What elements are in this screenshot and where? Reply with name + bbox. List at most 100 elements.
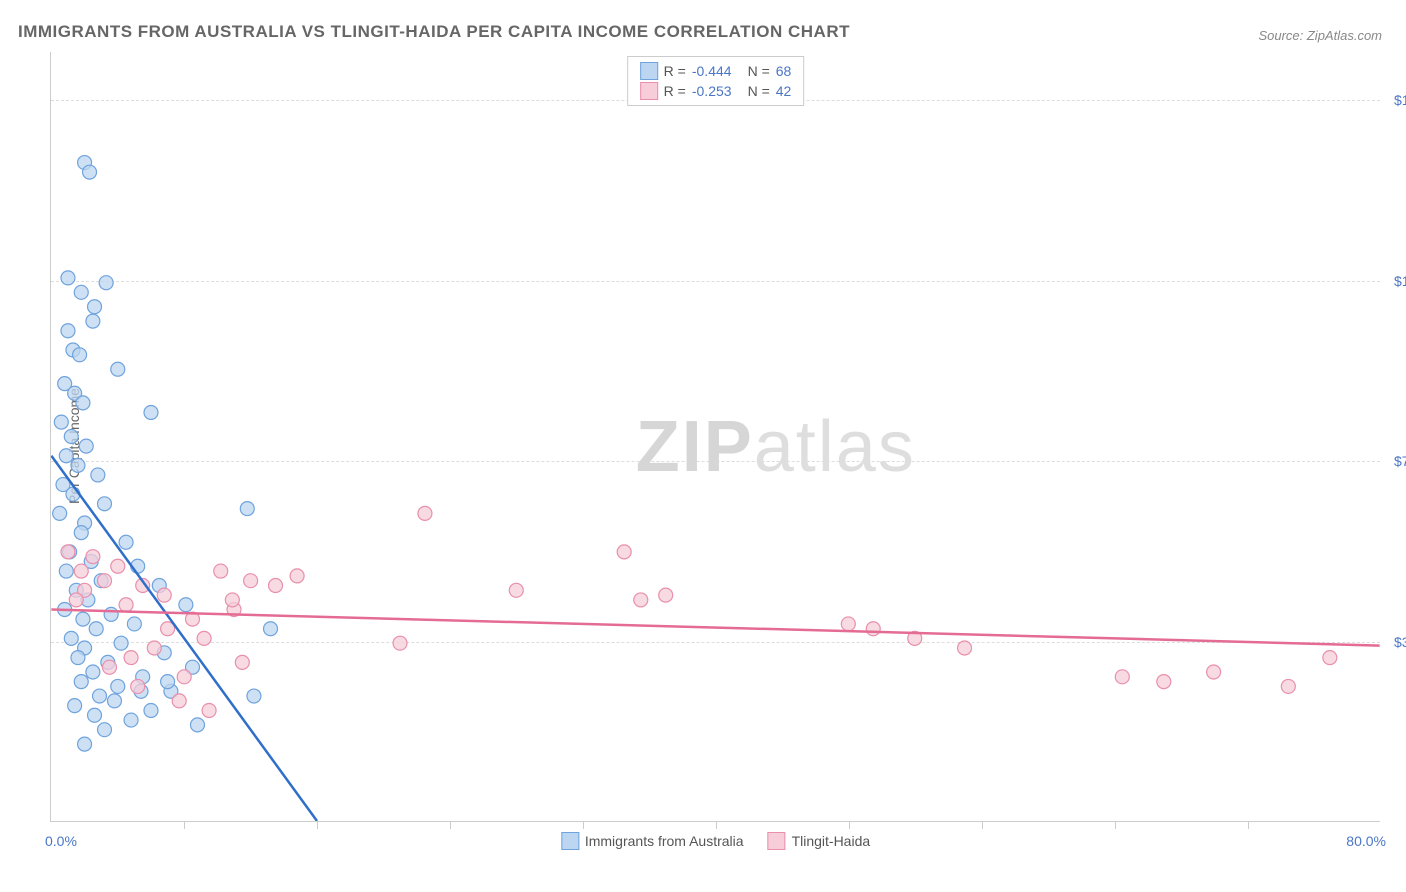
data-point — [244, 574, 258, 588]
data-point — [74, 675, 88, 689]
data-point — [68, 699, 82, 713]
data-point — [247, 689, 261, 703]
data-point — [54, 415, 68, 429]
data-point — [197, 631, 211, 645]
x-axis-max-label: 80.0% — [1346, 833, 1386, 849]
data-point — [78, 737, 92, 751]
data-point — [1323, 651, 1337, 665]
data-point — [866, 622, 880, 636]
x-tick — [716, 821, 717, 829]
data-point — [111, 679, 125, 693]
data-point — [102, 660, 116, 674]
data-point — [76, 396, 90, 410]
correlation-chart: IMMIGRANTS FROM AUSTRALIA VS TLINGIT-HAI… — [0, 0, 1406, 892]
data-point — [98, 723, 112, 737]
plot-area: ZIPatlas $37,500$75,000$112,500$150,000 … — [50, 52, 1380, 822]
data-point — [172, 694, 186, 708]
x-tick — [184, 821, 185, 829]
series-legend: Immigrants from Australia Tlingit-Haida — [561, 831, 870, 851]
data-point — [76, 612, 90, 626]
data-point — [61, 271, 75, 285]
x-tick — [450, 821, 451, 829]
y-tick-label: $150,000 — [1384, 92, 1406, 108]
data-point — [393, 636, 407, 650]
data-point — [61, 545, 75, 559]
data-point — [86, 314, 100, 328]
chart-title: IMMIGRANTS FROM AUSTRALIA VS TLINGIT-HAI… — [18, 22, 850, 42]
data-point — [119, 598, 133, 612]
swatch-series-1 — [640, 62, 658, 80]
data-point — [958, 641, 972, 655]
data-point — [86, 665, 100, 679]
stats-legend: R = -0.444 N = 68 R = -0.253 N = 42 — [627, 56, 805, 106]
data-point — [202, 703, 216, 717]
trend-line — [51, 456, 317, 821]
x-tick — [583, 821, 584, 829]
legend-item-series-2: Tlingit-Haida — [768, 831, 871, 851]
data-point — [131, 679, 145, 693]
data-point — [1281, 679, 1295, 693]
x-axis-min-label: 0.0% — [45, 833, 77, 849]
data-point — [147, 641, 161, 655]
x-tick — [849, 821, 850, 829]
data-point — [104, 607, 118, 621]
data-point — [127, 617, 141, 631]
trend-line — [51, 610, 1379, 646]
data-point — [107, 694, 121, 708]
chart-source: Source: ZipAtlas.com — [1258, 28, 1382, 43]
data-point — [64, 631, 78, 645]
data-point — [73, 348, 87, 362]
data-point — [264, 622, 278, 636]
data-point — [190, 718, 204, 732]
data-point — [98, 574, 112, 588]
data-point — [86, 550, 100, 564]
data-point — [659, 588, 673, 602]
data-point — [290, 569, 304, 583]
data-point — [418, 506, 432, 520]
y-tick-label: $37,500 — [1384, 634, 1406, 650]
data-point — [124, 713, 138, 727]
data-point — [617, 545, 631, 559]
data-point — [69, 593, 83, 607]
stats-row-series-1: R = -0.444 N = 68 — [640, 61, 792, 81]
data-point — [53, 506, 67, 520]
data-point — [111, 559, 125, 573]
data-point — [157, 588, 171, 602]
scatter-plot-svg — [51, 52, 1380, 821]
data-point — [161, 675, 175, 689]
data-point — [111, 362, 125, 376]
data-point — [98, 497, 112, 511]
data-point — [71, 458, 85, 472]
data-point — [240, 502, 254, 516]
data-point — [214, 564, 228, 578]
data-point — [177, 670, 191, 684]
data-point — [61, 324, 75, 338]
data-point — [144, 405, 158, 419]
legend-item-series-1: Immigrants from Australia — [561, 831, 744, 851]
data-point — [119, 535, 133, 549]
data-point — [59, 449, 73, 463]
data-point — [269, 579, 283, 593]
x-tick — [982, 821, 983, 829]
data-point — [841, 617, 855, 631]
data-point — [1157, 675, 1171, 689]
data-point — [74, 526, 88, 540]
data-point — [179, 598, 193, 612]
data-point — [144, 703, 158, 717]
x-tick — [1115, 821, 1116, 829]
swatch-series-1-icon — [561, 832, 579, 850]
y-tick-label: $112,500 — [1384, 273, 1406, 289]
data-point — [509, 583, 523, 597]
data-point — [235, 655, 249, 669]
data-point — [74, 285, 88, 299]
data-point — [74, 564, 88, 578]
data-point — [91, 468, 105, 482]
x-tick — [1248, 821, 1249, 829]
x-tick — [317, 821, 318, 829]
data-point — [93, 689, 107, 703]
data-point — [634, 593, 648, 607]
data-point — [114, 636, 128, 650]
swatch-series-2-icon — [768, 832, 786, 850]
data-point — [225, 593, 239, 607]
y-tick-label: $75,000 — [1384, 453, 1406, 469]
